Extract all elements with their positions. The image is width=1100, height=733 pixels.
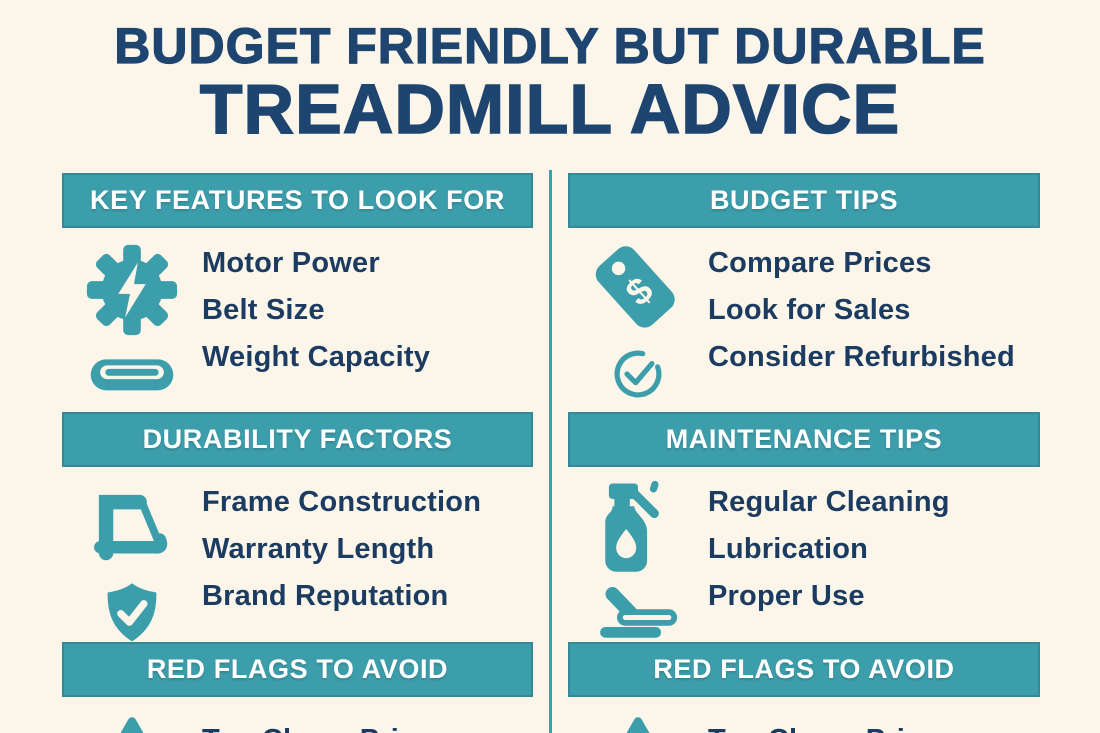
section-content-maintenance: Regular Cleaning Lubrication Proper Use xyxy=(568,467,1040,642)
list-item: Weight Capacity xyxy=(202,341,431,373)
banner-label: DURABILITY FACTORS xyxy=(142,424,453,454)
list-item: Consider Refurbished xyxy=(708,341,1015,373)
item-list: Regular Cleaning Lubrication Proper Use xyxy=(708,477,950,642)
section-content-key-features: Motor Power Belt Size Weight Capacity xyxy=(62,228,533,412)
left-column: KEY FEATURES TO LOOK FOR xyxy=(62,173,533,733)
icon-column xyxy=(568,477,708,642)
right-column: BUDGET TIPS $ xyxy=(568,173,1040,733)
section-banner-red-flags: RED FLAGS TO AVOID xyxy=(62,642,533,697)
list-item: Regular Cleaning xyxy=(708,486,950,518)
banner-label: MAINTENANCE TIPS xyxy=(665,424,943,454)
icon-column xyxy=(568,707,708,733)
item-list: Frame Construction Warranty Length Brand… xyxy=(202,477,481,642)
spray-bottle-icon xyxy=(605,480,659,572)
list-item: Warranty Length xyxy=(202,533,435,565)
shield-check-icon xyxy=(107,583,157,642)
section-content-red-flags: Too Cheap Prices xyxy=(62,697,533,733)
title-line-1: BUDGET FRIENDLY BUT DURABLE xyxy=(114,17,986,74)
column-divider xyxy=(549,170,552,733)
icon-column xyxy=(62,238,202,412)
icon-column: $ xyxy=(568,238,708,412)
icon-column xyxy=(62,707,202,733)
banner-label: KEY FEATURES TO LOOK FOR xyxy=(90,185,505,215)
warning-triangle-icon xyxy=(626,717,650,733)
section-content-durability: Frame Construction Warranty Length Brand… xyxy=(62,467,533,642)
list-item: Belt Size xyxy=(202,294,325,326)
banner-label: RED FLAGS TO AVOID xyxy=(146,654,449,684)
list-item: Too Cheap Prices xyxy=(202,723,448,733)
item-list: Motor Power Belt Size Weight Capacity xyxy=(202,238,430,412)
banner-label: BUDGET TIPS xyxy=(709,185,899,215)
price-tag-icon: $ xyxy=(595,246,675,328)
icon-column xyxy=(62,477,202,642)
section-content-red-flags: Too Cheap Prices xyxy=(568,697,1040,733)
list-item: Motor Power xyxy=(202,247,380,279)
section-content-budget-tips: $ Compare Prices Look for Sales Consider… xyxy=(568,228,1040,412)
belt-roll-icon xyxy=(90,359,174,391)
list-item: Too Cheap Prices xyxy=(708,723,954,733)
section-banner-budget-tips: BUDGET TIPS xyxy=(568,173,1040,228)
banner-label: RED FLAGS TO AVOID xyxy=(653,654,955,684)
item-list: Too Cheap Prices xyxy=(202,707,448,733)
header: BUDGET FRIENDLY BUT DURABLE TREADMILL AD… xyxy=(0,17,1100,148)
list-item: Brand Reputation xyxy=(202,580,449,612)
section-banner-red-flags: RED FLAGS TO AVOID xyxy=(568,642,1040,697)
gear-bolt-icon xyxy=(86,244,178,336)
section-banner-key-features: KEY FEATURES TO LOOK FOR xyxy=(62,173,533,228)
list-item: Lubrication xyxy=(708,533,869,565)
list-item: Look for Sales xyxy=(708,294,911,326)
warning-triangle-icon xyxy=(120,717,144,733)
section-banner-durability: DURABILITY FACTORS xyxy=(62,412,533,467)
treadmill-side-icon xyxy=(600,587,678,638)
title-line-2: TREADMILL ADVICE xyxy=(199,70,901,148)
check-circle-icon xyxy=(614,350,662,398)
list-item: Frame Construction xyxy=(202,486,482,518)
list-item: Compare Prices xyxy=(708,247,932,279)
list-item: Proper Use xyxy=(708,580,865,612)
treadmill-frame-icon xyxy=(94,494,168,561)
section-banner-maintenance: MAINTENANCE TIPS xyxy=(568,412,1040,467)
item-list: Too Cheap Prices xyxy=(708,707,954,733)
item-list: Compare Prices Look for Sales Consider R… xyxy=(708,238,1015,412)
